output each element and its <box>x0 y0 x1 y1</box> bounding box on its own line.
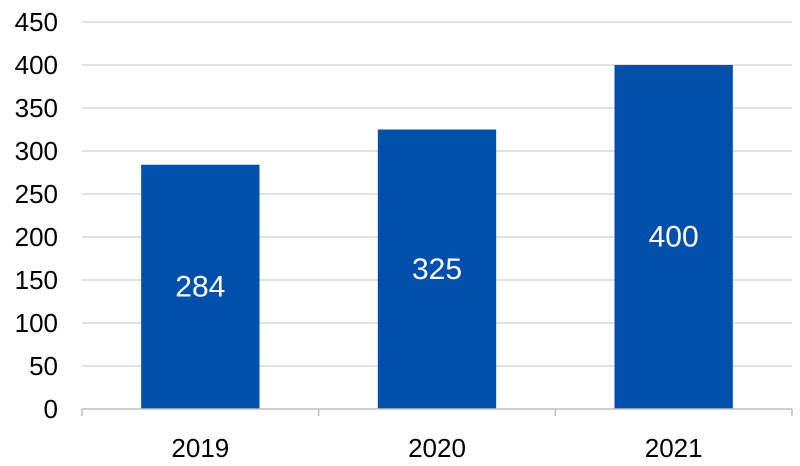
bar-2019 <box>141 164 260 409</box>
y-tick-label: 350 <box>15 93 58 123</box>
bars <box>141 65 733 409</box>
data-label: 325 <box>412 253 462 286</box>
data-label: 400 <box>649 221 699 254</box>
y-tick-label: 250 <box>15 179 58 209</box>
x-tick-label: 2021 <box>645 433 703 463</box>
y-tick-label: 200 <box>15 222 58 252</box>
y-tick-label: 50 <box>29 351 58 381</box>
y-tick-label: 150 <box>15 265 58 295</box>
data-label: 284 <box>175 270 225 303</box>
y-tick-label: 400 <box>15 50 58 80</box>
x-tick-label: 2019 <box>171 433 229 463</box>
axes <box>81 408 793 416</box>
bar-2021 <box>614 65 733 409</box>
y-tick-label: 0 <box>44 394 58 424</box>
y-tick-label: 450 <box>15 7 58 37</box>
x-tick-label: 2020 <box>408 433 466 463</box>
bar-2020 <box>377 129 497 409</box>
labels: 0 50 100 150 200 250 300 350 400 450 284 2019 325 202… <box>15 7 703 463</box>
y-tick-label: 300 <box>15 136 58 166</box>
y-tick-label: 100 <box>15 308 58 338</box>
